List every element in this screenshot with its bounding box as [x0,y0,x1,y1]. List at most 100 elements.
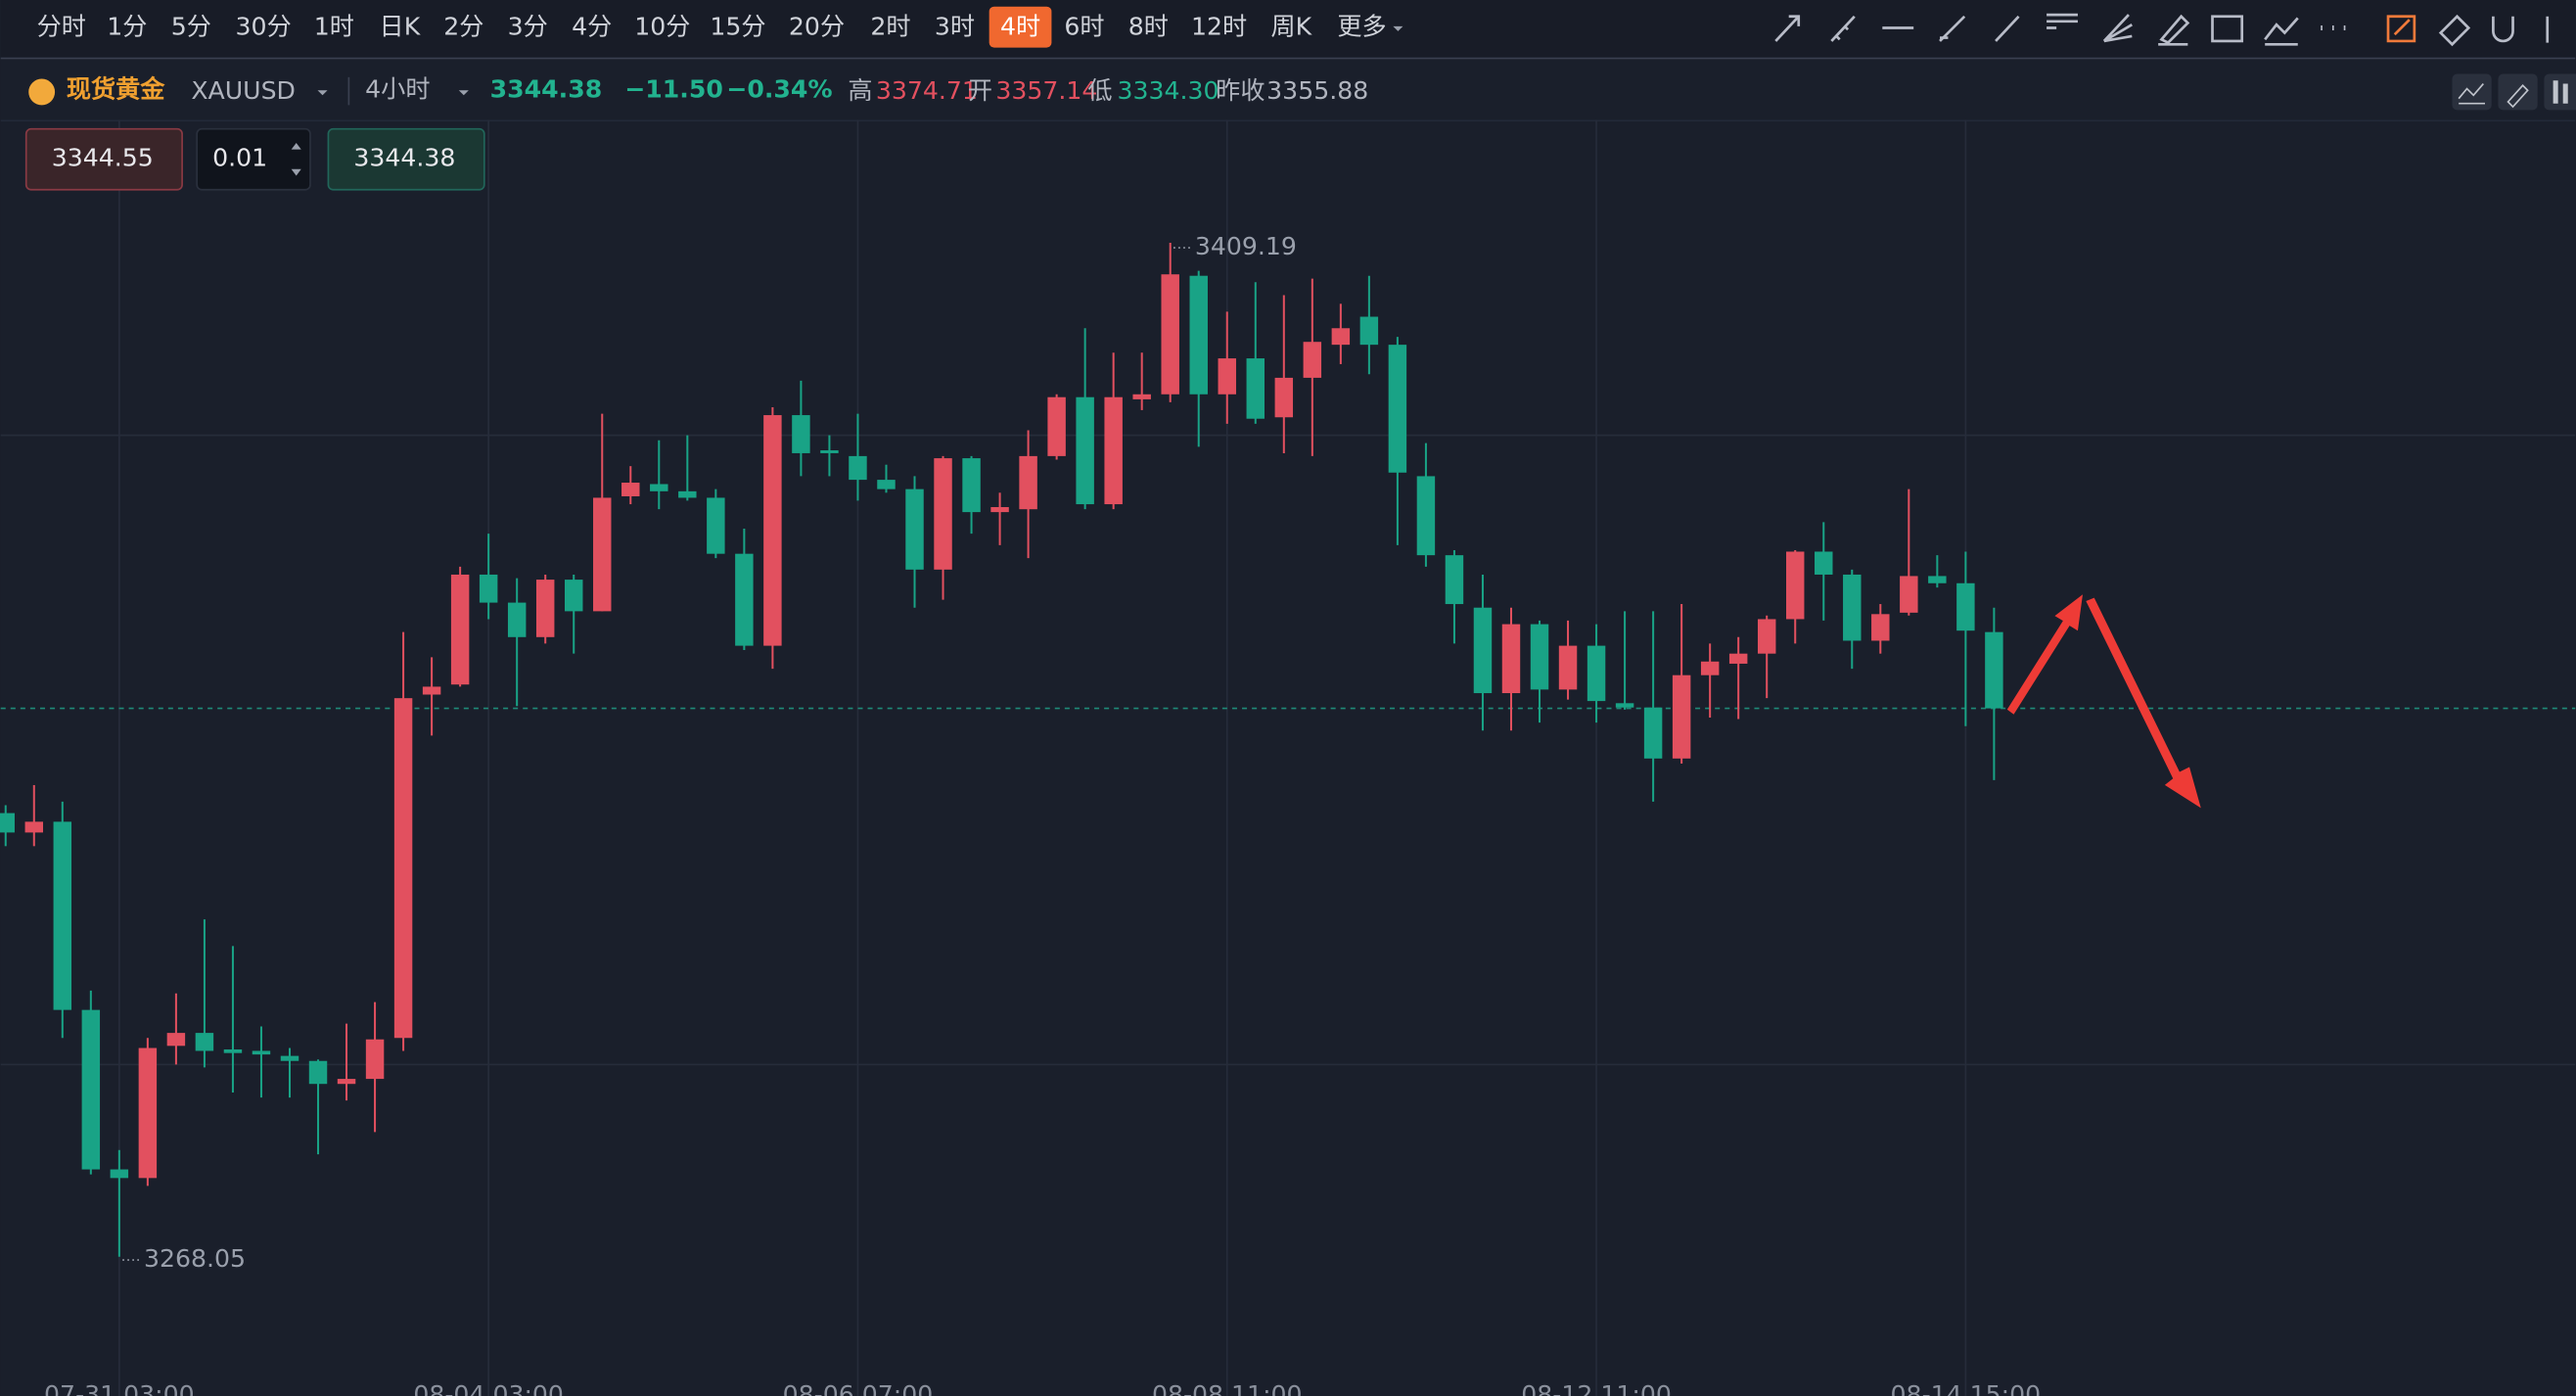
candle-body [1728,653,1748,664]
candle-body [1956,582,1975,631]
period-tab[interactable]: 分时 [37,13,86,41]
symbol-code[interactable]: XAUUSD [191,76,296,105]
candle-body [166,1033,186,1047]
candle-body [365,1039,385,1080]
btn-candle[interactable] [2544,73,2576,111]
candle-body [1985,631,2003,709]
change: −11.50 [624,74,723,103]
period-tab[interactable]: 3时 [935,13,975,41]
open-value: 3357.14 [995,76,1097,105]
candle-body [308,1060,328,1085]
buy-button[interactable] [327,127,485,191]
icon-draw [2507,84,2529,109]
period-tab[interactable]: 20分 [789,13,845,41]
period-tab[interactable]: 12时 [1191,13,1247,41]
candle-body [1274,377,1294,418]
period-tab[interactable]: 15分 [710,13,765,41]
tool-segment[interactable] [1939,15,1966,42]
candle-body [990,506,1009,513]
x-tick-label: 08-04 03:00 [413,1380,564,1396]
candle-body [1047,396,1066,456]
btn-indicator[interactable] [2452,73,2492,111]
candle-body [195,1033,214,1051]
interval[interactable]: 4小时 [365,74,430,103]
symbol-dropdown[interactable] [317,90,328,96]
candle-body [1501,624,1521,694]
sell-price: 3344.55 [52,144,154,172]
tool-image[interactable] [2211,15,2244,43]
period-tab[interactable]: 4分 [572,13,612,41]
tool-fib[interactable] [2047,13,2078,29]
candle-body [393,698,413,1039]
period-tab[interactable]: 更多 [1337,13,1386,41]
drawing-tools [1774,13,2550,47]
candle-body [1530,624,1549,690]
candle-body [1218,358,1236,395]
tool-fan[interactable] [2102,14,2133,43]
candle-body [1132,394,1151,399]
period-tab[interactable]: 2分 [443,13,483,41]
tool-trend[interactable] [1995,15,2020,42]
candle-body [81,1009,101,1170]
period-tab[interactable]: 1分 [107,13,147,41]
candle-body [337,1079,356,1085]
x-tick-label: 07-31 03:00 [44,1380,195,1396]
candle-body [763,415,782,646]
candle-body [650,484,668,491]
period-tab[interactable]: 周K [1271,13,1313,41]
candle-body [1643,707,1663,759]
period-tab[interactable]: 1时 [314,13,354,41]
candle-body [678,490,697,498]
active-tab [989,6,1052,48]
candle-body [1303,342,1322,378]
tool-pen[interactable] [2158,14,2190,46]
sell-button[interactable] [24,127,183,191]
interval-dropdown[interactable] [458,90,469,96]
tool-edit[interactable] [2386,15,2416,43]
candle-body [1871,614,1890,641]
period-tab[interactable]: 30分 [236,13,292,41]
candle-body [422,686,441,695]
tool-eraser[interactable] [2438,14,2471,47]
tool-ray[interactable] [1830,15,1856,42]
candle-body [849,455,867,481]
candle-body [962,458,981,513]
candle-body [507,602,527,637]
period-tab[interactable]: 6时 [1064,13,1104,41]
candle-body [905,489,924,570]
candle-body [24,821,44,833]
candle-body [479,574,498,603]
candle-body [1359,316,1379,346]
candle-body [1189,275,1208,395]
lots-input[interactable] [196,127,311,191]
buy-price: 3344.38 [353,144,455,172]
period-tab[interactable]: 10分 [634,13,690,41]
candle-body [252,1050,271,1055]
tool-pattern[interactable] [2264,17,2299,46]
period-tabs: 分时 1分 5分 30分 1时 日K 2分 3分 4分 10分 15分 20分 2时 3时 4时 6时 8时 12… [37,6,1403,48]
icon-indicator [2458,83,2486,105]
candle-body [1416,476,1436,556]
candle-body [1900,576,1918,613]
period-tab[interactable]: 3分 [508,13,548,41]
tool-arrow[interactable] [1774,15,1801,42]
candle-body [1700,661,1720,675]
low-label: 3268.05 [144,1244,246,1273]
period-tab[interactable]: 4时 [1000,13,1040,41]
tool-magnet[interactable] [2492,16,2514,43]
candle-body [1757,619,1776,654]
period-tab[interactable]: 5分 [171,13,211,41]
candle-body [53,821,72,1010]
x-tick-label: 08-06 07:00 [783,1380,934,1396]
change-pct: −0.34% [726,74,832,103]
lots-spinner[interactable] [291,142,301,176]
plot: 07-31 03:00 08-04 03:00 08-06 07:00 08-08 1… [0,119,2576,1396]
period-tab[interactable]: 日K [380,13,422,41]
candle-body [280,1055,299,1061]
period-tab[interactable]: 2时 [870,13,910,41]
candle-body [1104,396,1123,505]
x-tick-label: 08-12 11:00 [1521,1380,1672,1396]
last-price: 3344.38 [490,74,603,103]
period-tab[interactable]: 8时 [1128,13,1169,41]
